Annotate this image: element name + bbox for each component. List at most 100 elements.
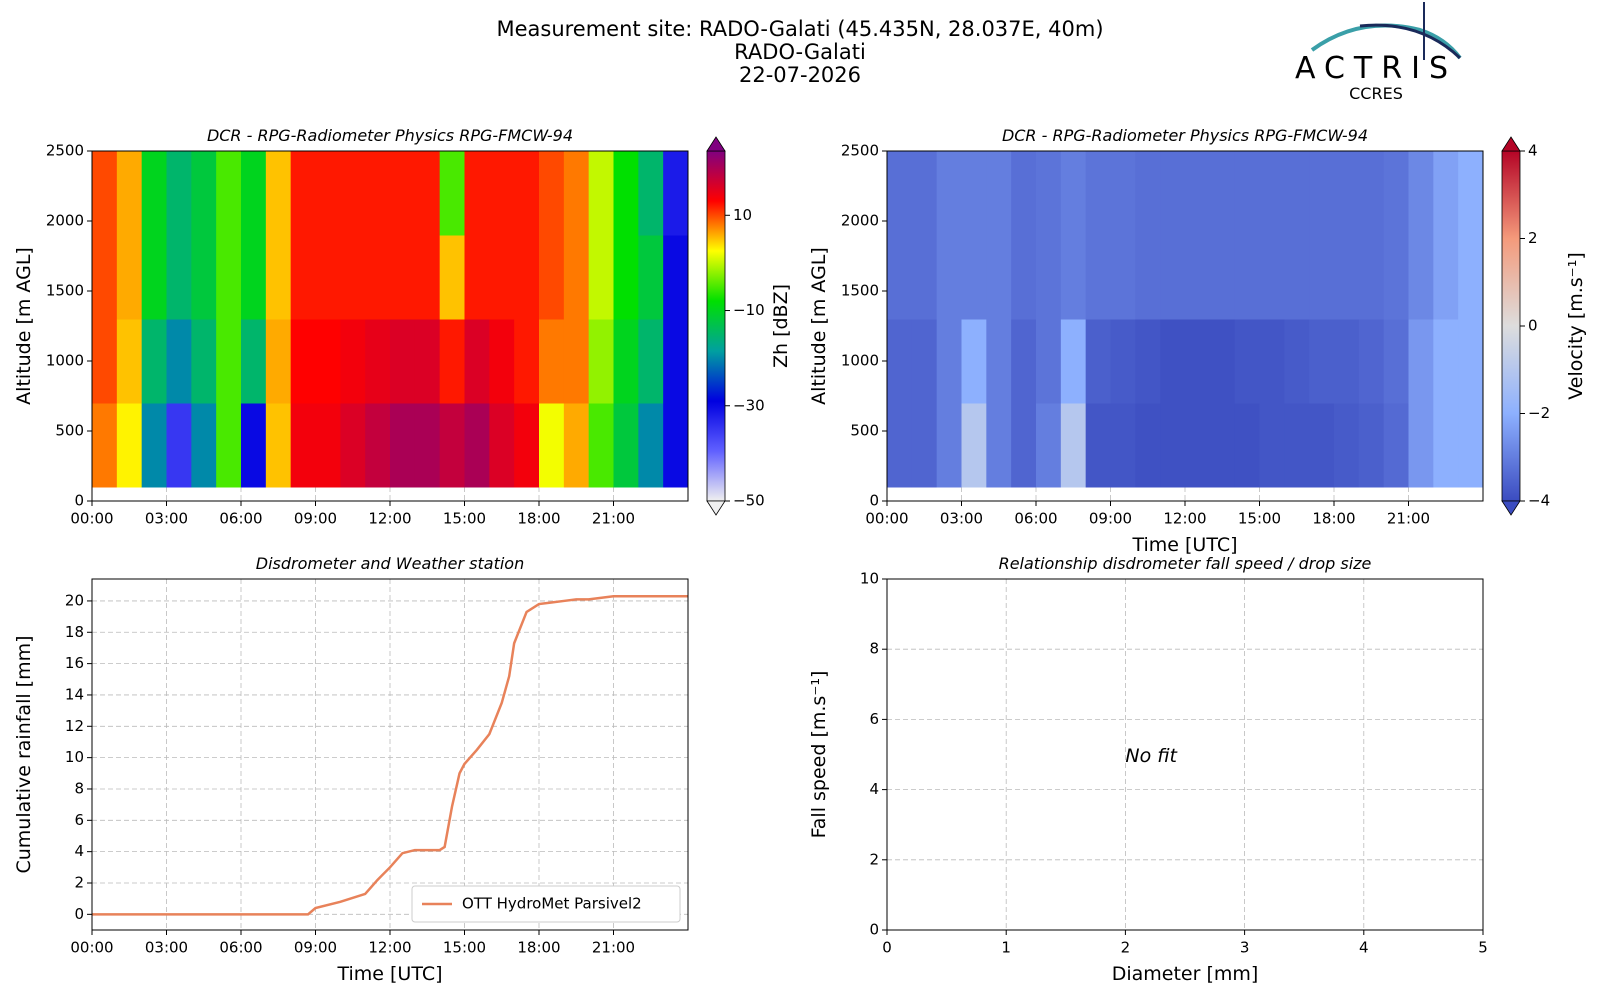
y-tick-label: 500 xyxy=(55,422,84,440)
heatmap-cell xyxy=(1408,151,1434,236)
heatmap-cell xyxy=(216,319,242,404)
y-tick-label: 0 xyxy=(74,492,84,510)
heatmap-cell xyxy=(1209,235,1236,320)
x-tick-label: 0 xyxy=(882,939,892,957)
heatmap-cell xyxy=(1309,235,1335,320)
heatmap-cell xyxy=(613,319,639,404)
y-tick-label: 18 xyxy=(65,623,84,641)
logo-arc xyxy=(1310,23,1462,60)
heatmap-cell xyxy=(265,403,292,488)
axes-frame xyxy=(91,150,689,502)
heatmap-cell xyxy=(1259,235,1285,320)
x-tick-label: 18:00 xyxy=(517,510,560,528)
heatmap-cell xyxy=(290,319,316,404)
y-axis-label: Altitude [m AGL] xyxy=(808,247,830,405)
heatmap-cell xyxy=(911,403,938,488)
x-tick-label: 03:00 xyxy=(940,510,983,528)
heatmap-cell xyxy=(563,151,590,236)
heatmap-cell xyxy=(1309,403,1335,488)
heatmap-cell xyxy=(1458,403,1484,488)
heatmap-cell xyxy=(191,319,217,404)
heatmap-cell xyxy=(1284,403,1310,488)
heatmap-cell xyxy=(390,403,416,488)
y-tick-label: 4 xyxy=(74,842,84,860)
heatmap-cell xyxy=(1085,235,1111,320)
heatmap-cell xyxy=(216,151,242,236)
y-tick-label: 1500 xyxy=(841,282,879,300)
heatmap-cell xyxy=(1358,151,1385,236)
heatmap-cell xyxy=(936,235,962,320)
heatmap-cell xyxy=(986,403,1012,488)
y-axis-label: Altitude [m AGL] xyxy=(13,247,35,405)
subplot: 10 −10 −30 −50 Zh [dBZ] 00:00 03:00 06:00 09:00 1… xyxy=(13,126,792,528)
x-tick-label: 09:00 xyxy=(294,510,337,528)
heatmap-cell xyxy=(439,235,465,320)
axes-frame xyxy=(91,578,689,931)
x-tick-label: 15:00 xyxy=(443,510,486,528)
colorbar xyxy=(1501,150,1521,502)
colorbar-tick-label: 4 xyxy=(1528,142,1538,160)
x-tick-label: 12:00 xyxy=(1163,510,1206,528)
x-tick-label: 15:00 xyxy=(1238,510,1281,528)
y-tick-label: 1500 xyxy=(46,282,84,300)
heatmap-cell xyxy=(514,403,540,488)
heatmap-cell xyxy=(290,151,316,236)
heatmap-cell xyxy=(961,319,987,404)
heatmap-cell xyxy=(1259,403,1285,488)
heatmap-cell xyxy=(1458,151,1484,236)
legend xyxy=(411,885,681,923)
heatmap-cell xyxy=(1433,403,1459,488)
heatmap-cell xyxy=(588,151,614,236)
heatmap-cell xyxy=(1433,151,1459,236)
heatmap-cell xyxy=(414,403,441,488)
y-tick-label: 2 xyxy=(74,873,84,891)
heatmap-cell xyxy=(340,403,366,488)
heatmap-cell xyxy=(92,319,118,404)
logo: ACTRIS CCRES xyxy=(1295,2,1462,103)
heatmap-cell xyxy=(1383,235,1409,320)
x-tick-label: 12:00 xyxy=(368,939,411,957)
y-tick-label: 4 xyxy=(869,780,879,798)
heatmap-cell xyxy=(290,403,316,488)
heatmap-cell xyxy=(340,151,366,236)
heatmap-cell xyxy=(1284,319,1310,404)
y-tick-label: 2500 xyxy=(841,142,879,160)
heatmap-cell xyxy=(116,235,143,320)
heatmap-cell xyxy=(414,151,441,236)
heatmap-cell xyxy=(92,403,118,488)
heatmap-cell xyxy=(315,403,341,488)
heatmap-cell xyxy=(936,151,962,236)
heatmap-cell xyxy=(638,319,664,404)
heatmap-cell xyxy=(936,403,962,488)
heatmap-cell xyxy=(986,235,1012,320)
heatmap-cell xyxy=(1011,151,1037,236)
figure-title: RADO-Galati xyxy=(734,40,866,64)
heatmap-cell xyxy=(563,403,590,488)
heatmap-cell xyxy=(116,319,143,404)
heatmap-cell xyxy=(638,151,664,236)
heatmap-cell xyxy=(1185,235,1211,320)
y-tick-label: 2000 xyxy=(46,212,84,230)
heatmap-cell xyxy=(315,319,341,404)
heatmap-cell xyxy=(961,235,987,320)
x-tick-label: 21:00 xyxy=(592,510,635,528)
axes-frame xyxy=(886,578,1484,931)
heatmap-cell xyxy=(1135,403,1161,488)
heatmap-cell xyxy=(191,403,217,488)
y-axis-label: Cumulative rainfall [mm] xyxy=(13,635,35,873)
annotation: No fit xyxy=(1125,745,1178,767)
heatmap-cell xyxy=(1160,403,1186,488)
heatmap-cell xyxy=(390,151,416,236)
logo-text: ACTRIS xyxy=(1295,51,1457,86)
heatmap-cell xyxy=(1383,403,1409,488)
heatmap-cell xyxy=(1185,403,1211,488)
heatmap-cell xyxy=(464,319,490,404)
heatmap-cell xyxy=(116,151,143,236)
heatmap-cell xyxy=(638,235,664,320)
heatmap-cell xyxy=(663,235,689,320)
heatmap-cell xyxy=(1259,319,1285,404)
heatmap-cell xyxy=(514,319,540,404)
x-tick-label: 21:00 xyxy=(592,939,635,957)
heatmap-cell xyxy=(265,151,292,236)
heatmap-cell xyxy=(116,403,143,488)
